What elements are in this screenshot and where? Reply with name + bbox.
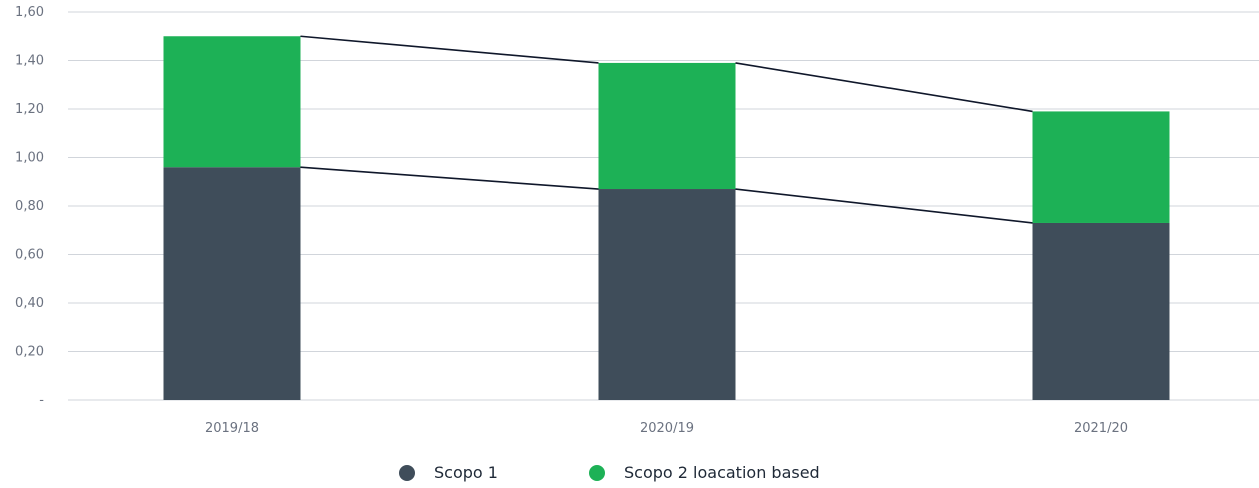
y-tick-label: 0,60 (15, 248, 44, 263)
y-tick-label: 1,00 (15, 151, 44, 166)
y-tick-label: 1,60 (15, 5, 44, 20)
connector-line-series-1-1 (735, 62, 1033, 113)
legend-swatch (589, 465, 605, 481)
bars-layer (163, 36, 1170, 400)
bar-segment-scopo-2-2 (1032, 111, 1170, 223)
y-axis-ticks: - 0,20 0,40 0,60 0,80 1,00 1,20 1,40 1,60 (15, 5, 44, 408)
connector-line-series-1-0 (300, 35, 599, 64)
y-tick-label: 0,40 (15, 296, 44, 311)
connector-lines-layer (300, 35, 1033, 224)
x-tick-label: 2020/19 (640, 421, 694, 436)
legend: Scopo 1 Scopo 2 loacation based (399, 463, 820, 482)
y-tick-label: 1,40 (15, 54, 44, 69)
y-tick-label: 0,20 (15, 345, 44, 360)
bar-segment-scopo-1-1 (598, 189, 736, 400)
connector-line-series-0-1 (735, 188, 1033, 224)
legend-label: Scopo 1 (434, 463, 498, 482)
y-tick-label: - (39, 393, 44, 408)
x-tick-label: 2019/18 (205, 421, 259, 436)
bar-segment-scopo-1-0 (163, 167, 301, 400)
legend-label: Scopo 2 loacation based (624, 463, 820, 482)
bar-segment-scopo-2-1 (598, 62, 736, 190)
legend-item-scopo-2: Scopo 2 loacation based (589, 463, 820, 482)
legend-swatch (399, 465, 415, 481)
x-axis-ticks: 2019/18 2020/19 2021/20 (205, 421, 1128, 436)
bar-segment-scopo-1-2 (1032, 222, 1170, 400)
y-tick-label: 1,20 (15, 102, 44, 117)
x-tick-label: 2021/20 (1074, 421, 1128, 436)
bar-segment-scopo-2-0 (163, 36, 301, 168)
y-tick-label: 0,80 (15, 199, 44, 214)
connector-line-series-0-0 (300, 166, 599, 190)
legend-item-scopo-1: Scopo 1 (399, 463, 498, 482)
